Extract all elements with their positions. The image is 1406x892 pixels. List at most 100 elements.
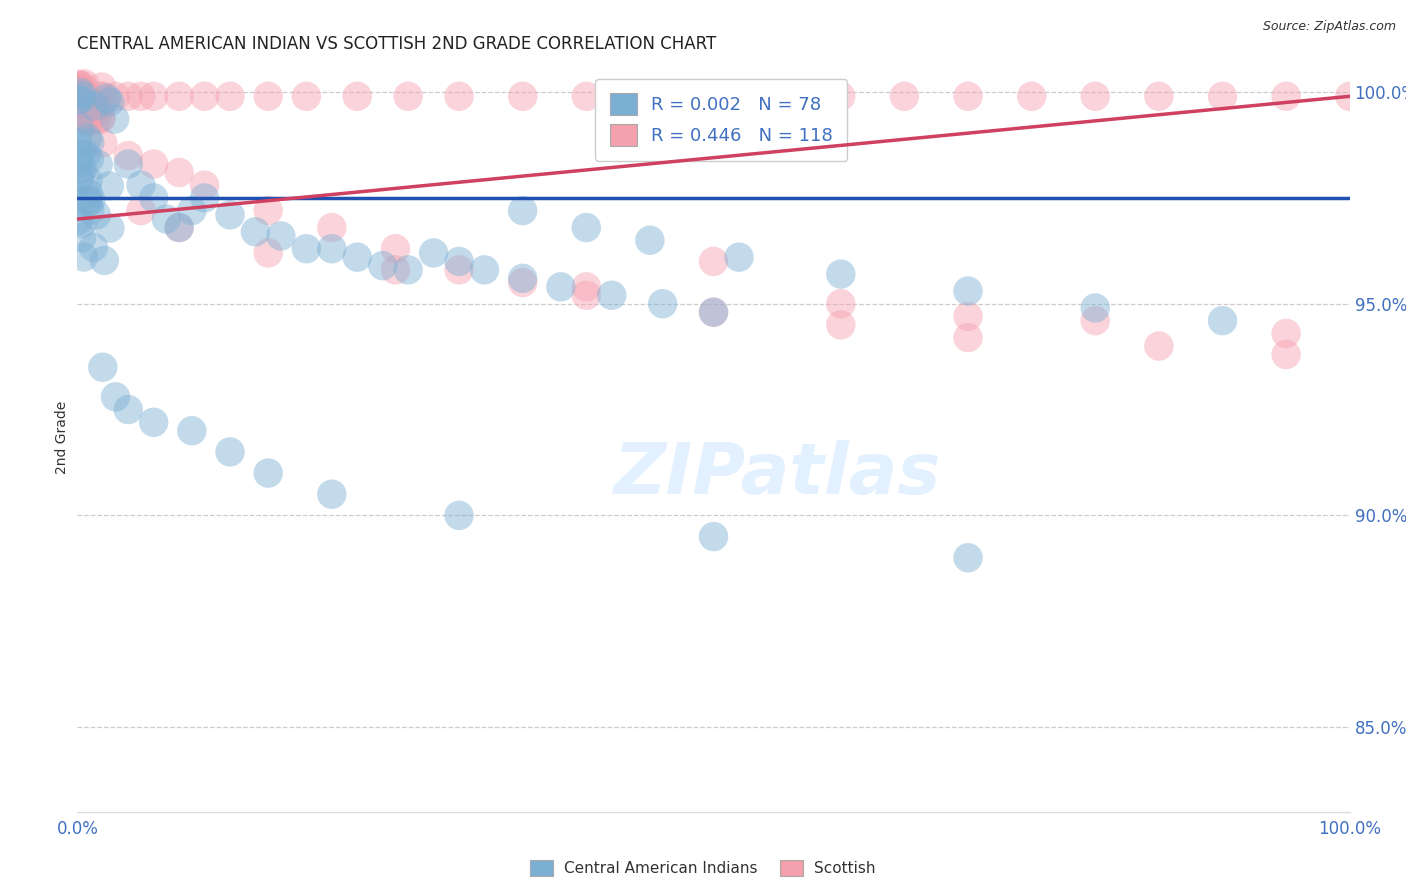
Point <box>77 186 100 201</box>
Point <box>69 105 91 120</box>
Point <box>830 267 852 281</box>
Point <box>1212 313 1234 327</box>
Point <box>79 203 101 218</box>
Point <box>893 89 915 103</box>
Point <box>77 195 100 210</box>
Point <box>79 104 101 119</box>
Point <box>77 113 100 128</box>
Point <box>321 487 343 501</box>
Point <box>83 95 105 109</box>
Point <box>70 88 93 103</box>
Point <box>270 229 292 244</box>
Point <box>72 217 94 231</box>
Point <box>70 100 93 114</box>
Point <box>90 110 112 124</box>
Legend: Central American Indians, Scottish: Central American Indians, Scottish <box>524 855 882 882</box>
Point <box>69 174 91 188</box>
Point <box>512 271 534 285</box>
Point <box>77 110 100 124</box>
Point <box>1147 339 1170 353</box>
Point <box>90 80 112 95</box>
Point <box>69 93 91 107</box>
Point <box>91 89 114 103</box>
Point <box>447 89 470 103</box>
Point <box>167 220 190 235</box>
Point <box>70 99 93 113</box>
Point <box>117 402 139 417</box>
Point <box>1212 89 1234 103</box>
Point <box>70 89 93 103</box>
Point <box>69 104 91 119</box>
Point <box>295 242 318 256</box>
Point <box>129 203 152 218</box>
Point <box>69 78 91 93</box>
Point <box>67 82 90 96</box>
Point <box>447 508 470 523</box>
Point <box>703 89 725 103</box>
Point <box>1339 89 1361 103</box>
Point <box>219 89 242 103</box>
Point <box>73 88 96 103</box>
Point <box>194 191 217 205</box>
Point <box>66 82 89 96</box>
Point <box>69 103 91 117</box>
Point <box>194 178 217 193</box>
Text: CENTRAL AMERICAN INDIAN VS SCOTTISH 2ND GRADE CORRELATION CHART: CENTRAL AMERICAN INDIAN VS SCOTTISH 2ND … <box>77 35 717 53</box>
Y-axis label: 2nd Grade: 2nd Grade <box>55 401 69 474</box>
Point <box>1275 89 1298 103</box>
Point <box>194 89 217 103</box>
Point <box>321 242 343 256</box>
Point <box>957 89 980 103</box>
Point <box>76 131 98 145</box>
Point <box>91 136 114 150</box>
Point <box>69 94 91 108</box>
Point <box>76 102 98 116</box>
Point <box>67 93 90 107</box>
Point <box>79 152 101 166</box>
Point <box>70 82 93 96</box>
Point <box>1275 347 1298 361</box>
Point <box>167 89 190 103</box>
Point <box>67 106 90 120</box>
Point <box>142 191 165 205</box>
Point <box>142 415 165 429</box>
Point <box>575 280 598 294</box>
Point <box>69 90 91 104</box>
Point <box>117 148 139 162</box>
Point <box>180 424 202 438</box>
Point <box>72 78 94 93</box>
Point <box>422 246 444 260</box>
Point <box>396 263 419 277</box>
Point <box>67 78 90 92</box>
Point <box>638 89 661 103</box>
Point <box>69 86 91 100</box>
Point <box>346 250 368 264</box>
Point <box>70 88 93 103</box>
Point <box>1147 89 1170 103</box>
Point <box>70 104 93 119</box>
Point <box>575 220 598 235</box>
Point <box>346 89 368 103</box>
Point <box>257 203 280 218</box>
Point <box>79 101 101 115</box>
Point <box>957 550 980 565</box>
Point <box>66 95 89 110</box>
Point <box>76 98 98 112</box>
Point <box>703 305 725 319</box>
Point <box>129 178 152 193</box>
Point <box>957 284 980 298</box>
Point <box>75 147 97 161</box>
Point <box>396 89 419 103</box>
Point <box>84 113 107 128</box>
Point <box>79 108 101 122</box>
Point <box>98 221 121 235</box>
Point <box>219 208 242 222</box>
Point <box>77 114 100 128</box>
Point <box>67 80 90 95</box>
Point <box>384 242 406 256</box>
Point <box>70 81 93 95</box>
Point <box>89 89 111 103</box>
Point <box>93 253 115 268</box>
Point <box>830 297 852 311</box>
Point <box>69 85 91 99</box>
